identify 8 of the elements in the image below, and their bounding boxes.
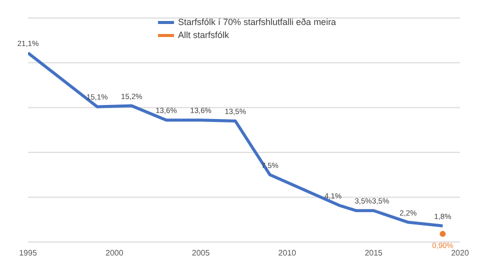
x-tick-label: 2020 [451, 248, 470, 258]
x-tick-label: 2010 [278, 248, 297, 258]
x-tick-label: 2000 [106, 248, 124, 258]
x-tick-label: 2015 [364, 248, 384, 258]
x-tick-label: 2005 [192, 248, 210, 258]
x-tick-label: 1995 [19, 248, 38, 258]
legend-label: Starfsfólk í 70% starfshlutfalli eða meira [178, 16, 336, 29]
legend-label: Allt starfsfólk [178, 29, 230, 42]
